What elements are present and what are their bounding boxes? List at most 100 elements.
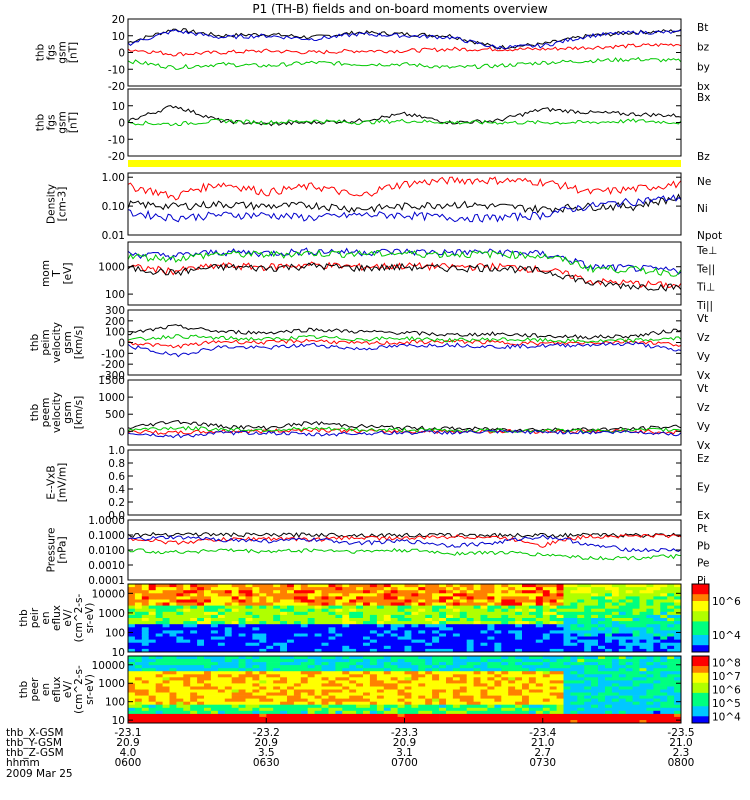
heatmap-cell bbox=[632, 716, 640, 721]
heatmap-cell bbox=[390, 599, 398, 603]
heatmap-cell bbox=[632, 665, 640, 669]
heatmap-cell bbox=[591, 662, 599, 666]
heatmap-cell bbox=[148, 683, 156, 687]
heatmap-cell bbox=[300, 587, 309, 591]
heatmap-cell bbox=[577, 689, 585, 693]
heatmap-cell bbox=[287, 656, 295, 660]
heatmap-cell bbox=[639, 704, 647, 709]
heatmap-cell bbox=[273, 704, 281, 709]
heatmap-cell bbox=[342, 710, 350, 715]
heatmap-cell bbox=[660, 659, 668, 663]
heatmap-cell bbox=[625, 668, 633, 672]
heatmap-cell bbox=[314, 593, 322, 597]
heatmap-cell bbox=[335, 611, 343, 616]
heatmap-cell bbox=[342, 636, 350, 640]
heatmap-cell bbox=[598, 680, 606, 684]
heatmap-cell bbox=[224, 627, 233, 631]
heatmap-cell bbox=[162, 602, 170, 606]
heatmap-cell bbox=[667, 720, 675, 724]
heatmap-cell bbox=[252, 668, 260, 672]
heatmap-cell bbox=[252, 689, 260, 693]
heatmap-cell bbox=[128, 656, 136, 660]
heatmap-cell bbox=[169, 701, 177, 706]
heatmap-cell bbox=[632, 605, 640, 610]
heatmap-cell bbox=[266, 707, 274, 712]
heatmap-cell bbox=[197, 584, 205, 588]
heatmap-cell bbox=[508, 648, 516, 653]
heatmap-cell bbox=[363, 645, 371, 650]
heatmap-cell bbox=[204, 599, 212, 603]
heatmap-cell bbox=[252, 593, 260, 597]
heatmap-cell bbox=[570, 608, 578, 613]
heatmap-cell bbox=[487, 593, 495, 597]
heatmap-cell bbox=[148, 633, 156, 637]
heatmap-cell bbox=[625, 599, 633, 603]
heatmap-cell bbox=[660, 656, 668, 660]
heatmap-cell bbox=[432, 602, 440, 606]
heatmap-cell bbox=[356, 633, 364, 637]
heatmap-cell bbox=[404, 614, 412, 619]
heatmap-cell bbox=[618, 710, 627, 715]
heatmap-cell bbox=[452, 707, 461, 712]
heatmap-cell bbox=[425, 621, 433, 625]
heatmap-cell bbox=[197, 624, 205, 628]
heatmap-cell bbox=[349, 599, 357, 603]
heatmap-cell bbox=[639, 686, 647, 690]
heatmap-cell bbox=[217, 701, 226, 706]
heatmap-cell bbox=[287, 692, 295, 696]
heatmap-cell bbox=[611, 677, 620, 681]
heatmap-cell bbox=[446, 716, 454, 721]
heatmap-cell bbox=[660, 596, 668, 600]
heatmap-cell bbox=[210, 686, 219, 690]
heatmap-cell bbox=[245, 624, 253, 628]
heatmap-cell bbox=[577, 645, 585, 650]
heatmap-cell bbox=[217, 683, 226, 687]
heatmap-cell bbox=[611, 704, 620, 709]
heatmap-cell bbox=[259, 614, 267, 619]
heatmap-cell bbox=[577, 662, 585, 666]
heatmap-cell bbox=[155, 671, 163, 675]
heatmap-cell bbox=[653, 668, 661, 672]
heatmap-cell bbox=[356, 656, 364, 660]
heatmap-cell bbox=[259, 720, 267, 724]
heatmap-cell bbox=[577, 716, 585, 721]
heatmap-cell bbox=[390, 645, 398, 650]
heatmap-cell bbox=[300, 707, 309, 712]
heatmap-cell bbox=[266, 695, 274, 699]
heatmap-cell bbox=[397, 689, 405, 693]
heatmap-cell bbox=[300, 656, 309, 660]
heatmap-cell bbox=[480, 614, 488, 619]
heatmap-cell bbox=[307, 599, 315, 603]
heatmap-cell bbox=[321, 671, 329, 675]
heatmap-cell bbox=[639, 648, 647, 653]
heatmap-cell bbox=[639, 680, 647, 684]
ytick-label: 20 bbox=[112, 14, 125, 26]
heatmap-cell bbox=[307, 710, 315, 715]
heatmap-cell bbox=[266, 701, 274, 706]
heatmap-cell bbox=[667, 698, 675, 702]
heatmap-cell bbox=[425, 605, 433, 610]
heatmap-cell bbox=[176, 698, 184, 702]
heatmap-cell bbox=[204, 614, 212, 619]
heatmap-cell bbox=[397, 680, 405, 684]
heatmap-cell bbox=[632, 636, 640, 640]
heatmap-cell bbox=[231, 656, 239, 660]
heatmap-cell bbox=[632, 698, 640, 702]
heatmap-cell bbox=[646, 674, 654, 678]
heatmap-cell bbox=[369, 593, 378, 597]
heatmap-cell bbox=[611, 593, 620, 597]
heatmap-cell bbox=[618, 707, 627, 712]
heatmap-cell bbox=[169, 630, 177, 634]
heatmap-cell bbox=[425, 677, 433, 681]
heatmap-cell bbox=[390, 602, 398, 606]
heatmap-cell bbox=[162, 642, 170, 647]
heatmap-cell bbox=[667, 659, 675, 663]
heatmap-cell bbox=[314, 630, 322, 634]
heatmap-cell bbox=[321, 611, 329, 616]
heatmap-cell bbox=[342, 639, 350, 644]
colorbar-cell bbox=[692, 676, 709, 680]
heatmap-cell bbox=[314, 701, 322, 706]
colorbar-cell bbox=[692, 645, 709, 650]
heatmap-cell bbox=[570, 642, 578, 647]
heatmap-cell bbox=[480, 627, 488, 631]
